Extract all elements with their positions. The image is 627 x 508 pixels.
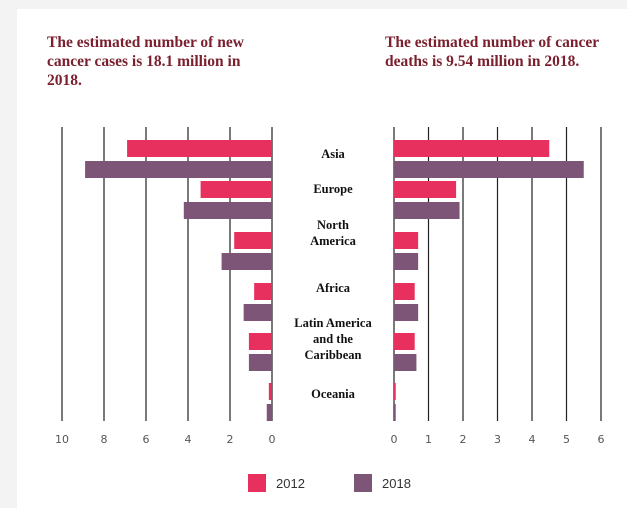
category-label: Europe bbox=[313, 182, 353, 196]
right-tick-label: 2 bbox=[460, 433, 467, 446]
cases-bar-2018 bbox=[266, 404, 272, 421]
left-tick-label: 4 bbox=[185, 433, 192, 446]
legend-swatch-2018 bbox=[354, 474, 372, 492]
deaths-bar-2012 bbox=[394, 181, 457, 198]
right-tick-label: 4 bbox=[529, 433, 536, 446]
category-label: America bbox=[310, 234, 357, 248]
deaths-bar-2018 bbox=[394, 161, 584, 178]
category-label: Africa bbox=[316, 281, 351, 295]
legend-label-2012: 2012 bbox=[276, 476, 305, 491]
cases-bar-2018 bbox=[221, 253, 272, 270]
right-tick-label: 6 bbox=[598, 433, 605, 446]
cases-title: The estimated number of new cancer cases… bbox=[47, 34, 244, 89]
right-tick-label: 5 bbox=[563, 433, 570, 446]
deaths-bar-2018 bbox=[394, 304, 419, 321]
cases-bar-2018 bbox=[243, 304, 272, 321]
legend-label-2018: 2018 bbox=[382, 476, 411, 491]
cases-bar-2012 bbox=[200, 181, 272, 198]
category-label: Caribbean bbox=[305, 348, 362, 362]
deaths-bar-2018 bbox=[394, 404, 396, 421]
right-tick-label: 1 bbox=[425, 433, 432, 446]
left-tick-label: 2 bbox=[227, 433, 234, 446]
left-tick-label: 0 bbox=[269, 433, 276, 446]
deaths-bar-2012 bbox=[394, 140, 550, 157]
legend-swatch-2012 bbox=[248, 474, 266, 492]
deaths-bar-2012 bbox=[394, 333, 415, 350]
cases-bar-2012 bbox=[254, 283, 272, 300]
cases-bar-2012 bbox=[127, 140, 272, 157]
cases-bar-2018 bbox=[85, 161, 272, 178]
cases-bar-2012 bbox=[268, 383, 272, 400]
deaths-bar-2018 bbox=[394, 202, 460, 219]
deaths-bar-2012 bbox=[394, 383, 396, 400]
right-tick-label: 3 bbox=[494, 433, 501, 446]
deaths-bar-2018 bbox=[394, 253, 419, 270]
category-label: North bbox=[317, 218, 349, 232]
category-label: Latin America bbox=[294, 316, 372, 330]
left-tick-label: 8 bbox=[101, 433, 108, 446]
right-tick-label: 0 bbox=[391, 433, 398, 446]
cases-bar-2018 bbox=[248, 354, 272, 371]
deaths-bar-2012 bbox=[394, 232, 419, 249]
deaths-bar-2012 bbox=[394, 283, 415, 300]
category-label: Oceania bbox=[311, 387, 355, 401]
left-tick-label: 6 bbox=[143, 433, 150, 446]
infographic-card bbox=[17, 9, 627, 508]
cases-bar-2012 bbox=[248, 333, 272, 350]
cases-bar-2018 bbox=[183, 202, 272, 219]
category-label: and the bbox=[313, 332, 353, 346]
category-label: Asia bbox=[321, 147, 345, 161]
deaths-bar-2018 bbox=[394, 354, 417, 371]
left-tick-label: 10 bbox=[55, 433, 69, 446]
deaths-title: The estimated number of cancer deaths is… bbox=[385, 34, 599, 70]
cases-bar-2012 bbox=[234, 232, 272, 249]
